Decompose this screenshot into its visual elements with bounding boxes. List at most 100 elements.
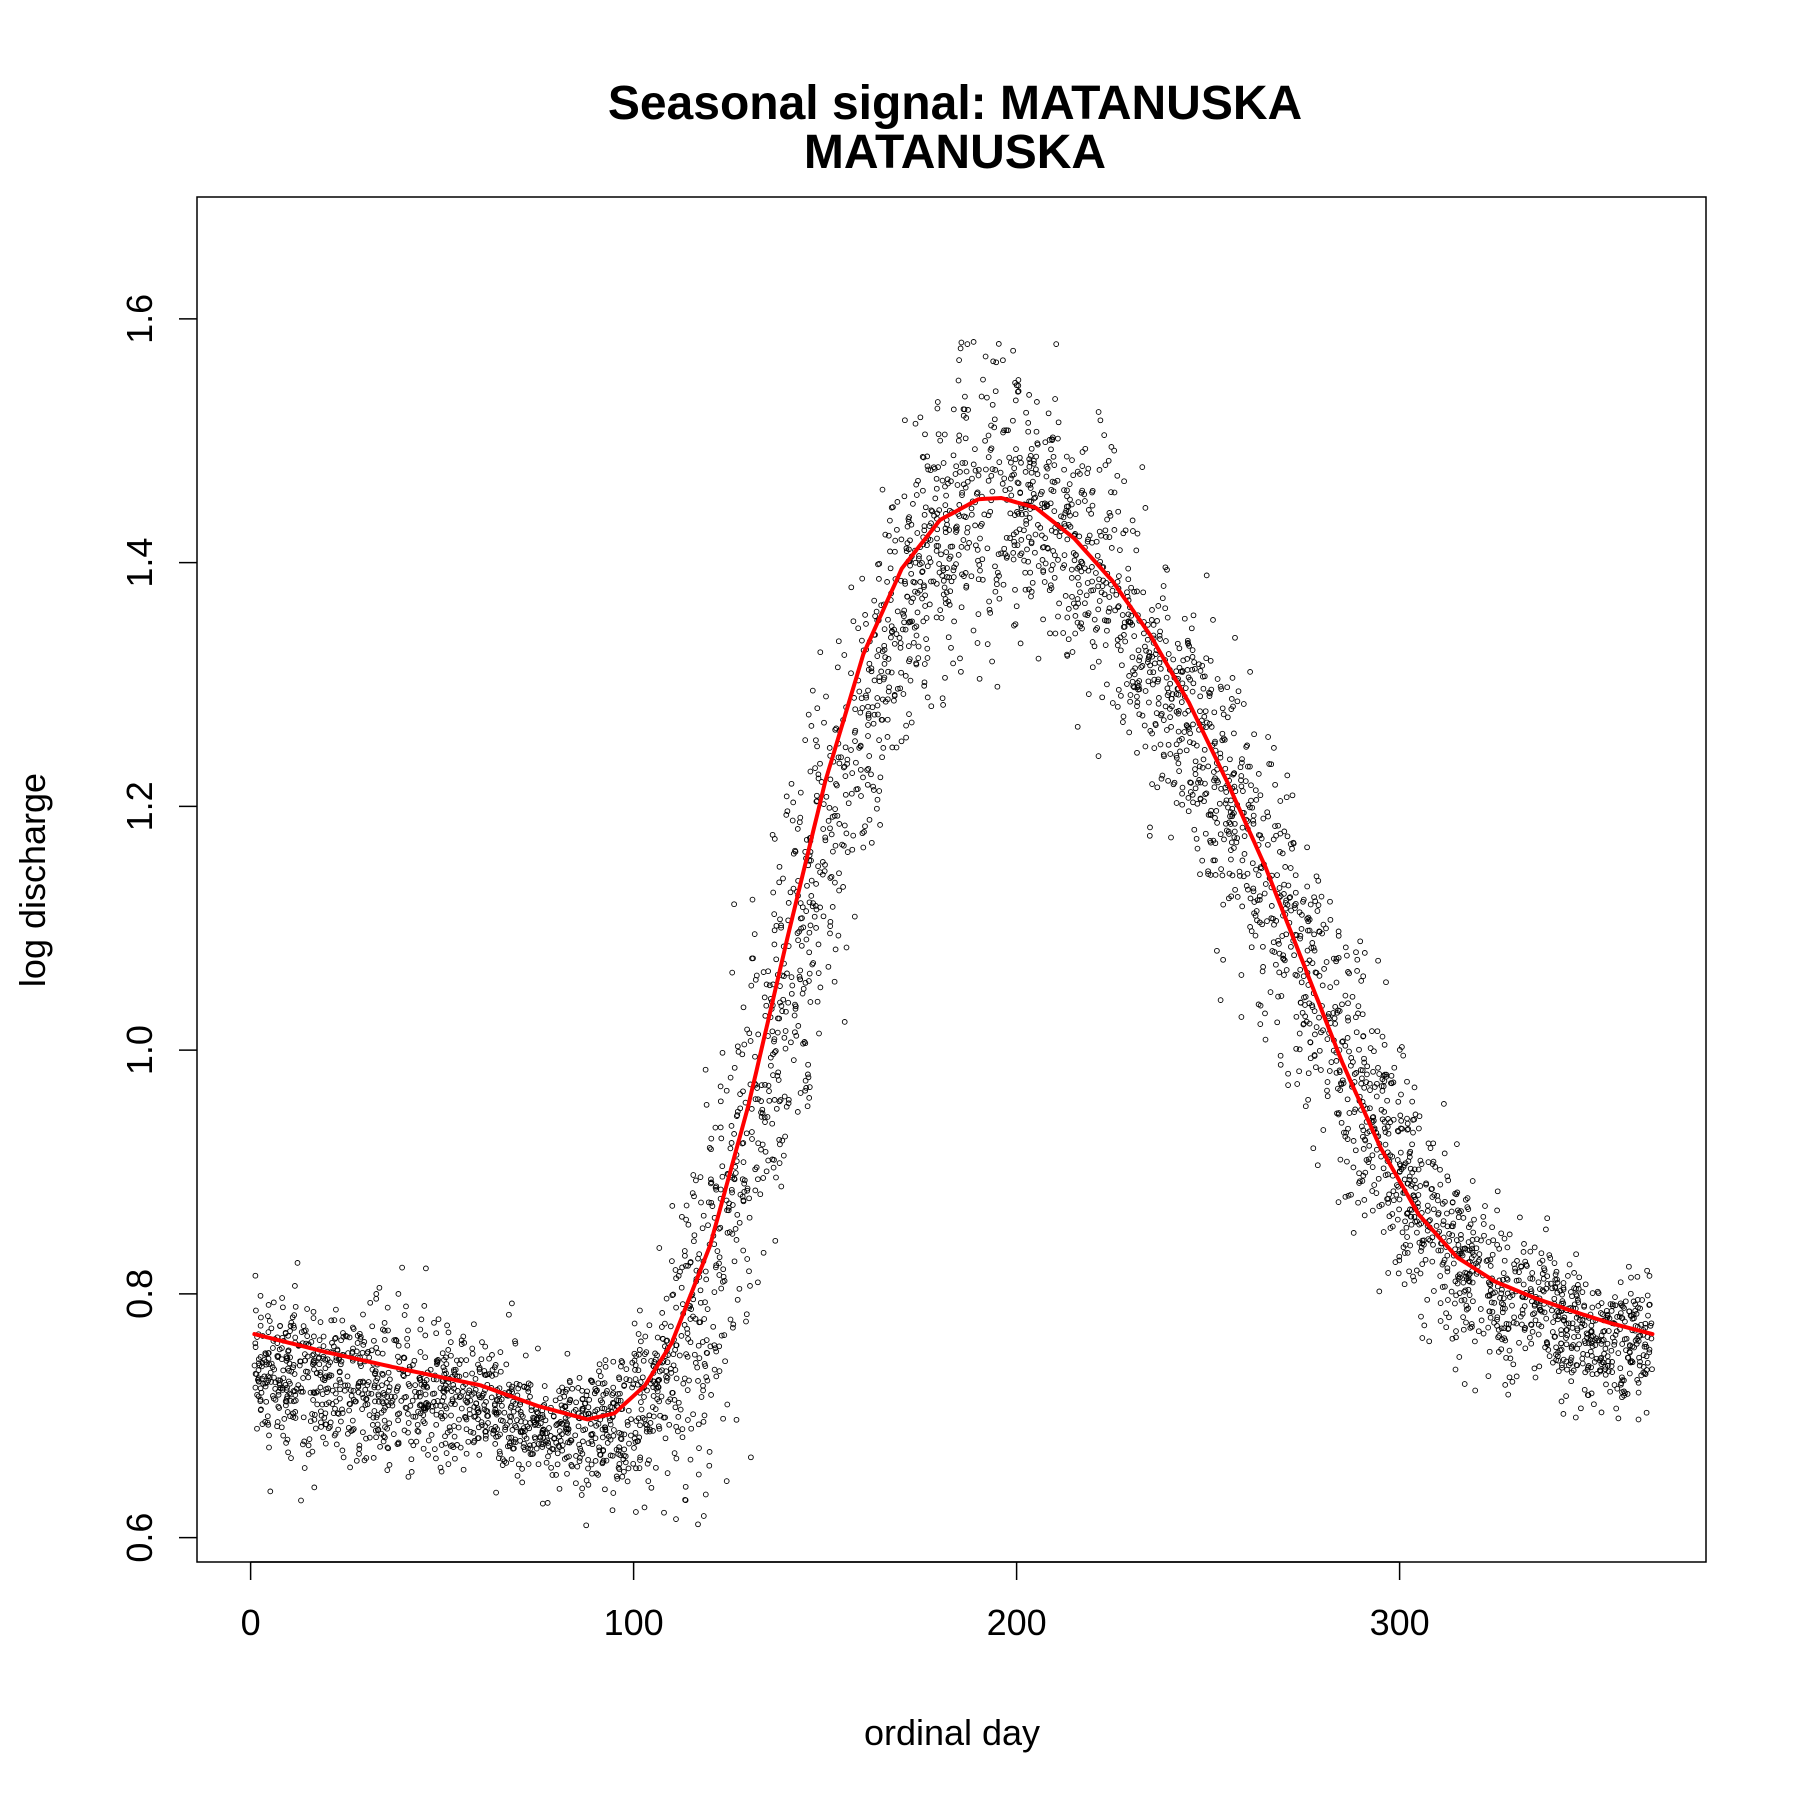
scatter-point xyxy=(1016,526,1023,533)
scatter-point xyxy=(373,1344,380,1351)
scatter-point xyxy=(1064,487,1070,494)
scatter-point xyxy=(1643,1353,1650,1360)
scatter-point xyxy=(1353,1029,1360,1036)
scatter-point xyxy=(1311,1008,1318,1014)
scatter-point xyxy=(1256,896,1263,903)
scatter-point xyxy=(450,1444,457,1450)
scatter-point xyxy=(896,635,903,641)
scatter-point xyxy=(613,1397,620,1403)
scatter-point xyxy=(850,832,857,839)
scatter-point xyxy=(440,1388,447,1395)
scatter-point xyxy=(1147,662,1153,669)
scatter-point xyxy=(934,399,941,405)
scatter-point xyxy=(830,848,836,855)
scatter-point xyxy=(746,1195,752,1202)
scatter-point xyxy=(714,1248,721,1254)
scatter-point xyxy=(563,1429,570,1435)
scatter-point xyxy=(1255,872,1262,878)
scatter-point xyxy=(700,1513,707,1519)
scatter-point xyxy=(1265,841,1271,848)
scatter-point xyxy=(746,1268,752,1275)
scatter-point xyxy=(1010,550,1017,556)
scatter-point xyxy=(483,1407,489,1414)
scatter-point xyxy=(766,1097,773,1104)
scatter-point xyxy=(1419,1335,1426,1341)
scatter-point xyxy=(808,723,815,729)
scatter-point xyxy=(1536,1363,1543,1370)
scatter-point xyxy=(804,1103,811,1110)
scatter-point xyxy=(1459,1252,1466,1259)
scatter-point xyxy=(1268,761,1275,768)
scatter-point xyxy=(339,1317,346,1324)
scatter-point xyxy=(425,1437,432,1444)
scatter-point xyxy=(355,1382,362,1389)
scatter-point xyxy=(1417,1270,1424,1277)
scatter-point xyxy=(1010,417,1016,424)
scatter-point xyxy=(749,896,756,903)
scatter-point xyxy=(262,1380,269,1387)
scatter-point xyxy=(731,1176,738,1183)
scatter-point xyxy=(827,825,833,832)
scatter-point xyxy=(1513,1320,1520,1327)
scatter-point xyxy=(658,1393,665,1400)
scatter-point xyxy=(568,1462,575,1468)
scatter-point xyxy=(417,1326,424,1333)
scatter-point xyxy=(1062,523,1069,529)
scatter-point xyxy=(826,804,833,811)
scatter-point xyxy=(1370,1068,1376,1075)
scatter-point xyxy=(1203,724,1209,731)
scatter-point xyxy=(1275,993,1281,1000)
scatter-point xyxy=(1384,1097,1390,1104)
scatter-point xyxy=(942,674,948,681)
scatter-point xyxy=(497,1431,503,1438)
scatter-point xyxy=(1338,1081,1345,1088)
scatter-point xyxy=(1226,870,1233,877)
scatter-point xyxy=(1575,1333,1582,1340)
scatter-point xyxy=(675,1414,682,1420)
scatter-point xyxy=(368,1347,375,1354)
scatter-point xyxy=(1218,785,1224,792)
scatter-point xyxy=(1202,830,1209,837)
scatter-point xyxy=(1231,828,1238,835)
scatter-point xyxy=(408,1438,414,1445)
scatter-point xyxy=(1091,616,1098,623)
scatter-point xyxy=(1470,1298,1476,1305)
scatter-point xyxy=(1084,538,1091,545)
scatter-point xyxy=(331,1317,338,1323)
scatter-point xyxy=(864,781,871,788)
scatter-point xyxy=(1313,1024,1320,1030)
scatter-point xyxy=(1114,642,1121,649)
scatter-point xyxy=(265,1313,271,1319)
scatter-point xyxy=(1454,1141,1460,1147)
scatter-point xyxy=(1518,1263,1524,1270)
scatter-point xyxy=(1400,1052,1407,1059)
scatter-point xyxy=(255,1360,262,1367)
scatter-point xyxy=(800,924,807,931)
scatter-point xyxy=(1476,1251,1483,1257)
scatter-point xyxy=(401,1394,408,1401)
scatter-point xyxy=(309,1411,315,1417)
scatter-point xyxy=(1418,1161,1425,1167)
scatter-point xyxy=(1039,488,1045,495)
scatter-point xyxy=(1012,397,1019,404)
scatter-point xyxy=(688,1425,695,1432)
scatter-point xyxy=(832,879,838,886)
scatter-point xyxy=(361,1339,368,1345)
scatter-point xyxy=(1032,549,1038,556)
scatter-point xyxy=(690,1172,697,1178)
x-tick-label: 300 xyxy=(1370,1602,1430,1643)
scatter-point xyxy=(873,608,880,615)
scatter-point xyxy=(964,341,971,347)
scatter-point xyxy=(898,738,905,745)
scatter-point xyxy=(913,623,920,630)
scatter-point xyxy=(603,1457,610,1464)
scatter-point xyxy=(479,1422,485,1428)
scatter-point xyxy=(907,537,913,544)
scatter-point xyxy=(1550,1359,1556,1366)
scatter-point xyxy=(1426,1338,1433,1345)
scatter-point xyxy=(988,472,995,479)
scatter-point xyxy=(309,1448,316,1455)
scatter-point xyxy=(874,796,881,803)
scatter-point xyxy=(1103,534,1109,540)
scatter-point xyxy=(1250,820,1257,827)
